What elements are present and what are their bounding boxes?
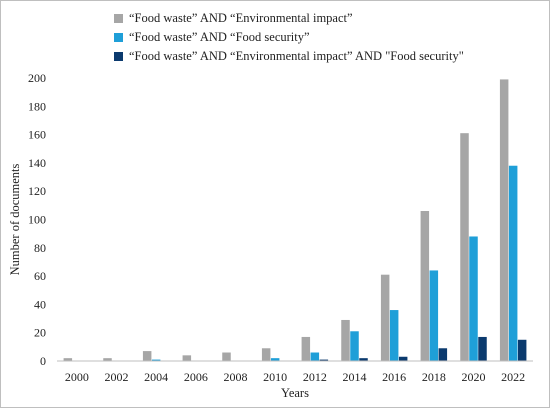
- x-tick-label: 2016: [382, 370, 406, 384]
- y-tick-label: 100: [28, 213, 46, 227]
- x-tick-label: 2010: [263, 370, 287, 384]
- bar-series-1-2002: [103, 358, 112, 361]
- x-tick-label: 2012: [303, 370, 327, 384]
- y-tick-label: 160: [28, 128, 46, 142]
- x-tick-label: 2000: [65, 370, 89, 384]
- x-axis-title: Years: [281, 386, 309, 400]
- legend-swatch-series-2: [114, 32, 123, 42]
- bar-series-3-2014: [359, 358, 368, 361]
- bar-series-3-2020: [478, 336, 487, 361]
- legend-item-series-1: “Food waste” AND “Environmental impact”: [114, 9, 464, 28]
- chart-legend: “Food waste” AND “Environmental impact” …: [114, 9, 464, 66]
- legend-label-series-1: “Food waste” AND “Environmental impact”: [129, 11, 353, 25]
- bar-series-1-2006: [182, 355, 192, 361]
- bar-series-3-2022: [517, 339, 527, 361]
- bar-series-1-2008: [222, 352, 231, 361]
- legend-swatch-series-3: [114, 51, 123, 61]
- y-tick-label: 20: [34, 326, 46, 340]
- bars-group: [63, 79, 527, 361]
- legend-swatch-series-1: [114, 13, 123, 23]
- bar-series-1-2012: [301, 336, 311, 361]
- bar-series-1-2000: [63, 358, 73, 361]
- bar-series-1-2014: [341, 319, 350, 361]
- y-tick-label: 40: [34, 297, 46, 311]
- bar-series-2-2014: [350, 331, 359, 361]
- bar-series-2-2012: [310, 352, 320, 361]
- y-tick-label: 0: [40, 354, 46, 368]
- y-tick-label: 80: [34, 241, 46, 255]
- x-tick-label: 2014: [343, 370, 367, 384]
- x-tick-label: 2018: [422, 370, 446, 384]
- x-tick-label: 2020: [462, 370, 486, 384]
- bar-series-1-2004: [142, 351, 152, 361]
- legend-label-series-2: “Food waste” AND “Food security”: [129, 30, 310, 44]
- bar-series-2-2020: [469, 236, 478, 361]
- bar-series-2-2010: [270, 358, 280, 361]
- y-tick-label: 180: [28, 99, 46, 113]
- y-tick-labels: 0 20 40 60 80 100 120 140 160 180 200: [28, 71, 46, 368]
- x-tick-label: 2002: [105, 370, 129, 384]
- y-tick-label: 140: [28, 156, 46, 170]
- bar-series-1-2018: [420, 211, 430, 361]
- bar-series-1-2022: [499, 79, 509, 361]
- bar-series-3-2012: [319, 359, 329, 361]
- bar-series-1-2016: [380, 274, 390, 361]
- x-tick-label: 2006: [184, 370, 208, 384]
- bar-series-2-2022: [508, 165, 518, 361]
- bar-series-1-2010: [261, 348, 271, 361]
- x-tick-label: 2022: [501, 370, 525, 384]
- x-tick-label: 2008: [224, 370, 248, 384]
- bar-series-3-2016: [398, 356, 408, 361]
- y-tick-label: 200: [28, 71, 46, 85]
- bar-series-2-2016: [389, 310, 399, 361]
- bar-series-3-2018: [438, 348, 448, 361]
- legend-item-series-3: “Food waste” AND “Environmental impact” …: [114, 47, 464, 66]
- y-tick-label: 60: [34, 269, 46, 283]
- x-tick-label: 2004: [144, 370, 168, 384]
- x-tick-labels: 2000 2002 2004 2006 2008 2010 2012 2014 2016 2018…: [65, 370, 525, 384]
- legend-item-series-2: “Food waste” AND “Food security”: [114, 28, 464, 47]
- y-tick-label: 120: [28, 184, 46, 198]
- y-axis-title: Number of documents: [8, 163, 22, 275]
- bar-series-1-2020: [460, 133, 469, 361]
- legend-label-series-3: “Food waste” AND “Environmental impact” …: [129, 49, 464, 63]
- bar-series-2-2018: [429, 270, 439, 361]
- bar-series-2-2004: [151, 359, 161, 361]
